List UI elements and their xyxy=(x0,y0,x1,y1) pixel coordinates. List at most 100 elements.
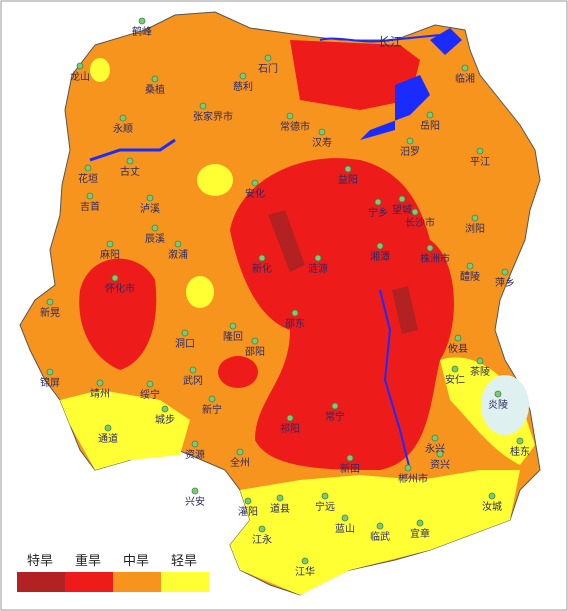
place-marker xyxy=(516,437,524,445)
place-label: 泸溪 xyxy=(140,203,160,215)
place-marker xyxy=(189,366,197,374)
place-marker xyxy=(126,157,134,165)
place-label: 张家界市 xyxy=(193,110,233,123)
place-label: 汉寿 xyxy=(312,136,332,149)
place-marker xyxy=(161,405,169,413)
place-label: 兴安 xyxy=(185,495,205,508)
place-label: 江华 xyxy=(295,565,315,578)
place-marker xyxy=(411,208,419,216)
place-label: 灌阳 xyxy=(238,506,258,518)
place-label: 辰溪 xyxy=(145,233,165,245)
place-marker xyxy=(146,380,154,388)
place-label: 江永 xyxy=(252,533,272,546)
place-label: 古丈 xyxy=(120,165,140,178)
place-marker xyxy=(76,62,84,70)
place-label: 岳阳 xyxy=(420,120,440,132)
place-marker xyxy=(111,274,119,282)
place-marker xyxy=(229,322,237,330)
place-label: 临湘 xyxy=(455,72,475,85)
place-label: 涟源 xyxy=(308,262,328,275)
place-marker xyxy=(426,244,434,252)
place-label: 新晃 xyxy=(40,306,60,319)
place-marker xyxy=(239,72,247,80)
place-label: 新宁 xyxy=(202,403,222,416)
place-marker xyxy=(119,114,127,122)
place-label: 麻阳 xyxy=(100,248,120,261)
legend-swatch xyxy=(17,572,65,592)
place-marker xyxy=(404,464,412,472)
place-marker xyxy=(398,195,406,203)
place-marker xyxy=(318,128,326,136)
place-label: 怀化市 xyxy=(105,282,135,295)
place-label: 隆回 xyxy=(223,330,243,343)
place-label: 资源 xyxy=(185,448,205,461)
place-marker xyxy=(276,494,284,502)
place-marker xyxy=(208,395,216,403)
place-label: 城步 xyxy=(155,414,175,426)
place-marker xyxy=(244,497,252,505)
place-label: 道县 xyxy=(270,502,290,515)
place-marker xyxy=(494,390,502,398)
place-marker xyxy=(331,402,339,410)
place-label: 益阳 xyxy=(338,173,358,186)
place-label: 慈利 xyxy=(233,80,253,93)
place-label: 宁远 xyxy=(315,500,335,513)
place-label: 桂东 xyxy=(510,445,530,458)
place-marker xyxy=(151,75,159,83)
legend-swatch xyxy=(65,572,113,592)
place-marker xyxy=(264,54,272,62)
place-label: 长沙市 xyxy=(405,216,435,229)
place-marker xyxy=(344,165,352,173)
place-marker xyxy=(96,379,104,387)
place-label: 石门 xyxy=(258,62,278,75)
place-marker xyxy=(451,365,459,373)
place-marker xyxy=(346,454,354,462)
place-label: 永顺 xyxy=(113,122,133,135)
place-marker xyxy=(466,262,474,270)
place-marker xyxy=(251,337,259,345)
place-label: 武冈 xyxy=(183,374,203,387)
river-label: 长江 xyxy=(378,35,402,49)
place-marker xyxy=(426,111,434,119)
place-marker xyxy=(374,198,382,206)
place-marker xyxy=(436,450,444,458)
place-marker xyxy=(106,240,114,248)
place-marker xyxy=(461,64,469,72)
place-label: 浏阳 xyxy=(465,222,485,235)
place-marker xyxy=(488,492,496,500)
place-marker xyxy=(236,448,244,456)
place-marker xyxy=(291,309,299,317)
place-label: 资兴 xyxy=(430,459,450,471)
place-label: 宁乡 xyxy=(368,206,388,219)
place-label: 临武 xyxy=(370,530,390,543)
place-marker xyxy=(258,254,266,262)
place-label: 湘潭 xyxy=(370,250,390,263)
place-marker xyxy=(476,357,484,365)
place-label: 桑植 xyxy=(145,83,165,96)
place-label: 炎陵 xyxy=(488,399,508,411)
place-marker xyxy=(321,492,329,500)
legend-label: 重旱 xyxy=(75,553,101,569)
place-label: 萍乡 xyxy=(495,277,515,289)
place-marker xyxy=(46,368,54,376)
place-marker xyxy=(476,147,484,155)
place-label: 郴州市 xyxy=(398,472,428,485)
place-label: 望城 xyxy=(392,203,412,216)
province xyxy=(19,11,541,596)
place-label: 花垣 xyxy=(78,172,98,185)
place-label: 吉首 xyxy=(80,200,100,213)
place-marker xyxy=(138,17,146,25)
place-marker xyxy=(431,434,439,442)
place-marker xyxy=(258,525,266,533)
place-label: 宜章 xyxy=(410,527,430,540)
place-marker xyxy=(416,519,424,527)
legend-label: 轻旱 xyxy=(171,554,197,569)
legend-label: 特旱 xyxy=(27,554,53,569)
place-marker xyxy=(251,179,259,187)
place-marker xyxy=(46,298,54,306)
place-label: 邵阳 xyxy=(245,346,265,358)
place-marker xyxy=(471,214,479,222)
place-label: 锦屏 xyxy=(40,376,60,389)
place-marker xyxy=(181,329,189,337)
